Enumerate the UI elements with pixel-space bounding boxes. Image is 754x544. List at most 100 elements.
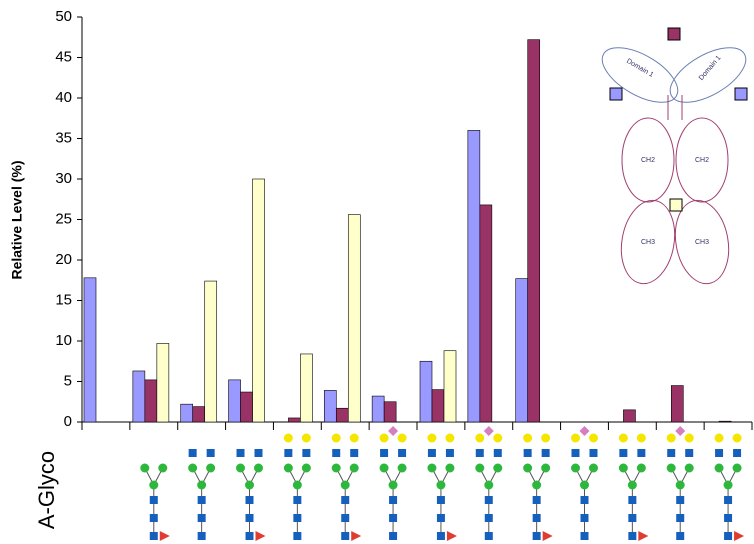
mannose	[197, 481, 206, 490]
galactose	[445, 434, 454, 443]
glycan-icon	[332, 434, 362, 542]
glcnac	[284, 449, 292, 457]
bar	[145, 380, 157, 422]
mannose	[206, 464, 215, 473]
fucose	[638, 531, 648, 541]
galactose	[637, 434, 646, 443]
glcnac	[293, 514, 301, 522]
galactose	[332, 434, 341, 443]
glcnac	[293, 496, 301, 504]
glycan-marker	[610, 88, 622, 100]
bar	[193, 407, 205, 422]
glycan-icon	[475, 426, 502, 540]
glycan-icon	[427, 434, 457, 542]
glcnac	[302, 449, 310, 457]
bar	[336, 408, 348, 422]
glcnac	[398, 449, 406, 457]
y-tick-label: 5	[64, 372, 72, 389]
glcnac	[198, 496, 206, 504]
glcnac	[533, 496, 541, 504]
bar	[372, 396, 384, 422]
mannose	[484, 481, 493, 490]
y-tick-label: 30	[55, 170, 72, 187]
glcnac	[476, 449, 484, 457]
bar	[181, 404, 193, 422]
galactose	[284, 434, 293, 443]
glcnac	[676, 496, 684, 504]
galactose	[541, 434, 550, 443]
galactose	[589, 434, 598, 443]
glcnac	[485, 496, 493, 504]
glycan-icon	[715, 434, 745, 542]
annotation: CH3	[695, 239, 709, 246]
mannose	[685, 464, 694, 473]
mannose	[493, 464, 502, 473]
mannose	[398, 464, 407, 473]
glycan-marker	[668, 28, 680, 40]
y-tick-label: 40	[55, 89, 72, 106]
glcnac	[724, 532, 732, 540]
glcnac	[350, 449, 358, 457]
glcnac	[628, 532, 636, 540]
fucose	[734, 531, 744, 541]
glcnac	[237, 449, 245, 457]
glcnac	[293, 532, 301, 540]
glcnac	[437, 496, 445, 504]
glycan-marker	[735, 88, 747, 100]
glcnac	[628, 496, 636, 504]
galactose	[571, 434, 580, 443]
glycan-icon	[667, 426, 694, 540]
fab-domain	[594, 37, 687, 114]
galactose	[398, 434, 407, 443]
glcnac	[524, 449, 532, 457]
chart: Relative Level (%) Domain 1 Domain 1 CH2…	[0, 0, 754, 544]
mannose	[589, 464, 598, 473]
glcnac	[437, 532, 445, 540]
y-tick-label: 50	[55, 8, 72, 25]
bar	[205, 281, 217, 422]
glcnac	[667, 449, 675, 457]
mannose	[284, 464, 293, 473]
mannose	[350, 464, 359, 473]
glcnac	[619, 449, 627, 457]
fucose	[447, 531, 457, 541]
glcnac	[446, 449, 454, 457]
y-tick-label: 15	[55, 291, 72, 308]
sialic-acid	[388, 426, 398, 436]
bar	[241, 392, 253, 422]
glcnac	[733, 449, 741, 457]
glcnac	[198, 514, 206, 522]
glcnac	[246, 496, 254, 504]
glcnac	[542, 449, 550, 457]
mannose	[245, 481, 254, 490]
mannose	[436, 481, 445, 490]
sialic-acid	[484, 426, 494, 436]
bar	[671, 386, 683, 422]
bar	[420, 361, 432, 422]
y-tick-label: 10	[55, 332, 72, 349]
glcnac	[246, 532, 254, 540]
mannose	[541, 464, 550, 473]
glcnac	[533, 532, 541, 540]
glcnac	[724, 496, 732, 504]
y-tick-label: 25	[55, 210, 72, 227]
glcnac	[246, 514, 254, 522]
mannose	[523, 464, 532, 473]
mannose	[628, 481, 637, 490]
bar	[384, 402, 396, 422]
mannose	[676, 481, 685, 490]
glcnac	[341, 514, 349, 522]
annotation: CH2	[695, 157, 709, 164]
galactose	[733, 434, 742, 443]
mannose	[619, 464, 628, 473]
bar	[444, 351, 456, 422]
bar	[157, 343, 169, 422]
mannose	[571, 464, 580, 473]
glcnac	[628, 514, 636, 522]
glcnac	[207, 449, 215, 457]
bar	[229, 380, 241, 422]
bar	[516, 279, 528, 422]
mannose	[380, 464, 389, 473]
glycan-icon	[188, 449, 215, 540]
galactose	[350, 434, 359, 443]
